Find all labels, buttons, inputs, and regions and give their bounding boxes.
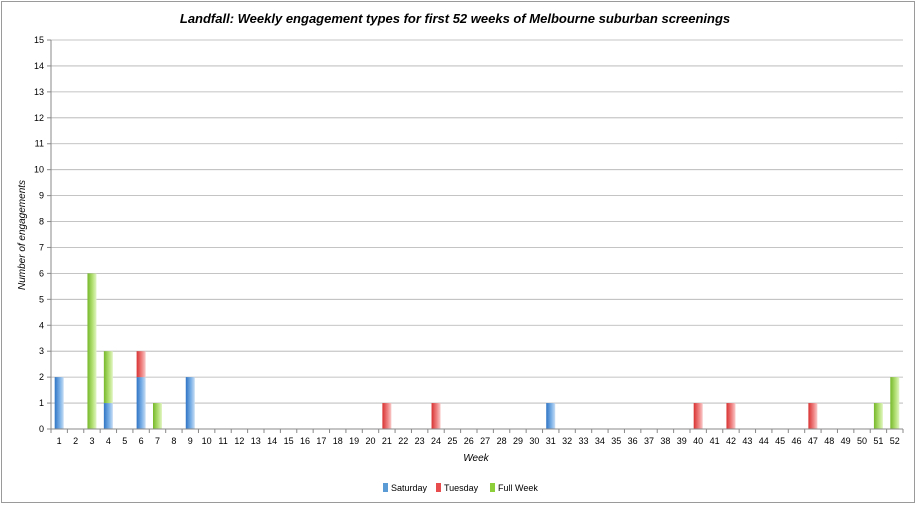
x-tick-label: 46 — [791, 436, 801, 446]
legend-swatch-saturday — [383, 483, 388, 492]
x-tick-label: 13 — [251, 436, 261, 446]
x-tick-label: 51 — [873, 436, 883, 446]
y-tick-label: 13 — [34, 87, 44, 97]
bar-tuesday-week-6 — [136, 351, 146, 378]
y-axis-label: Number of engagements — [17, 180, 28, 290]
y-tick-label: 15 — [34, 35, 44, 45]
x-tick-label: 6 — [139, 436, 144, 446]
x-tick-label: 50 — [857, 436, 867, 446]
chart-title: Landfall: Weekly engagement types for fi… — [180, 11, 730, 26]
x-tick-label: 2 — [73, 436, 78, 446]
x-tick-label: 39 — [677, 436, 687, 446]
x-tick-label: 23 — [415, 436, 425, 446]
x-tick-label: 20 — [365, 436, 375, 446]
x-tick-label: 8 — [171, 436, 176, 446]
bar-full-week-week-4 — [103, 351, 113, 404]
x-tick-label: 12 — [234, 436, 244, 446]
x-tick-label: 11 — [218, 436, 227, 446]
x-tick-label: 19 — [349, 436, 359, 446]
x-tick-label: 49 — [841, 436, 851, 446]
bar-tuesday-week-42 — [726, 403, 736, 429]
x-tick-label: 15 — [284, 436, 294, 446]
x-tick-label: 1 — [57, 436, 62, 446]
x-tick-label: 44 — [759, 436, 769, 446]
y-tick-label: 7 — [39, 242, 44, 252]
x-axis-ticks: 1 2 3 4 5 6 7 8 9 10 11 12 13 14 15 16 17 18 19 20 21 22 23 24 2… — [50, 429, 904, 446]
y-tick-label: 14 — [34, 61, 44, 71]
x-tick-label: 29 — [513, 436, 523, 446]
y-tick-label: 4 — [39, 320, 44, 330]
x-tick-label: 42 — [726, 436, 736, 446]
x-tick-label: 25 — [447, 436, 457, 446]
x-axis-label: Week — [463, 453, 489, 464]
bar-full-week-week-7 — [153, 403, 162, 429]
x-tick-label: 35 — [611, 436, 621, 446]
x-tick-label: 30 — [529, 436, 539, 446]
x-tick-label: 32 — [562, 436, 572, 446]
y-tick-label: 0 — [39, 424, 44, 434]
legend: Saturday Tuesday Full Week — [383, 483, 538, 493]
x-tick-label: 9 — [188, 436, 193, 446]
bar-tuesday-week-47 — [808, 403, 818, 429]
x-tick-label: 26 — [464, 436, 474, 446]
bar-tuesday-week-24 — [431, 403, 441, 429]
x-tick-label: 3 — [89, 436, 94, 446]
y-tick-label: 2 — [39, 372, 44, 382]
x-tick-label: 41 — [710, 436, 720, 446]
y-tick-label: 9 — [39, 191, 44, 201]
x-tick-label: 37 — [644, 436, 654, 446]
x-tick-label: 47 — [808, 436, 818, 446]
y-tick-label: 1 — [39, 398, 44, 408]
y-tick-label: 12 — [34, 113, 44, 123]
x-tick-label: 38 — [660, 436, 670, 446]
y-tick-label: 6 — [39, 268, 44, 278]
x-tick-label: 5 — [122, 436, 127, 446]
bar-tuesday-week-40 — [693, 403, 703, 429]
x-tick-label: 21 — [382, 436, 392, 446]
legend-label-saturday: Saturday — [391, 483, 428, 493]
y-tick-label: 11 — [35, 139, 44, 149]
x-tick-label: 28 — [497, 436, 507, 446]
x-tick-label: 40 — [693, 436, 703, 446]
x-tick-label: 24 — [431, 436, 441, 446]
x-tick-label: 48 — [824, 436, 834, 446]
bar-saturday-week-9 — [185, 377, 195, 429]
y-tick-label: 8 — [39, 217, 44, 227]
x-tick-label: 16 — [300, 436, 310, 446]
x-tick-label: 34 — [595, 436, 605, 446]
bar-saturday-week-4 — [103, 403, 113, 429]
x-tick-label: 43 — [742, 436, 752, 446]
x-tick-label: 4 — [106, 436, 111, 446]
bar-full-week-week-51 — [873, 403, 883, 429]
x-tick-label: 36 — [628, 436, 638, 446]
bar-saturday-week-6 — [136, 377, 146, 429]
legend-label-full-week: Full Week — [498, 483, 538, 493]
legend-swatch-tuesday — [436, 483, 441, 492]
bar-tuesday-week-21 — [382, 403, 392, 429]
legend-swatch-full-week — [490, 483, 495, 492]
x-tick-label: 31 — [546, 436, 556, 446]
x-tick-label: 7 — [155, 436, 160, 446]
legend-label-tuesday: Tuesday — [444, 483, 479, 493]
x-tick-label: 17 — [316, 436, 326, 446]
x-tick-label: 45 — [775, 436, 785, 446]
y-tick-label: 10 — [34, 165, 44, 175]
grid-lines — [51, 39, 903, 404]
bar-full-week-week-3 — [87, 273, 97, 429]
x-tick-label: 22 — [398, 436, 408, 446]
bar-saturday-week-1 — [54, 377, 64, 429]
bar-full-week-week-52 — [890, 377, 900, 429]
y-tick-label: 5 — [39, 294, 44, 304]
x-tick-label: 10 — [202, 436, 212, 446]
x-tick-label: 18 — [333, 436, 343, 446]
x-tick-label: 52 — [890, 436, 900, 446]
y-tick-label: 3 — [39, 346, 44, 356]
bars — [54, 273, 900, 429]
x-tick-label: 27 — [480, 436, 490, 446]
x-tick-label: 33 — [578, 436, 588, 446]
x-tick-label: 14 — [267, 436, 277, 446]
bar-saturday-week-31 — [546, 403, 556, 429]
